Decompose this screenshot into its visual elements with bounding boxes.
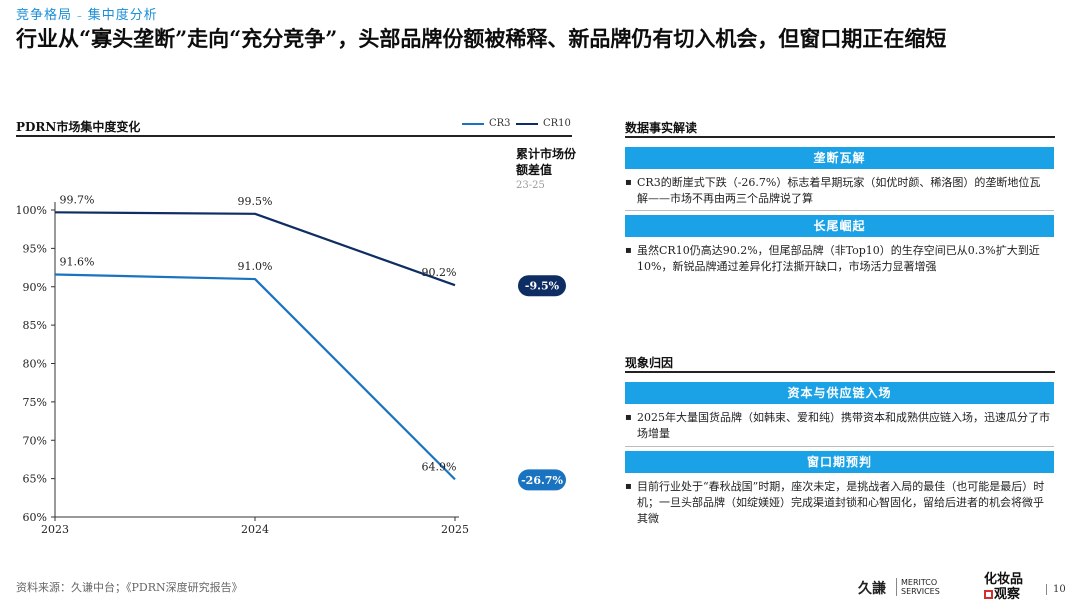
fact-heading-1: 垄断瓦解 bbox=[625, 147, 1054, 169]
fact-divider-1 bbox=[625, 210, 1054, 211]
chart-title-rule bbox=[16, 135, 572, 137]
breadcrumb: 竞争格局 – 集中度分析 bbox=[16, 4, 158, 23]
causes-section-rule bbox=[625, 371, 1055, 373]
data-label-cr10: 99.7% bbox=[60, 193, 95, 206]
source-note: 资料来源：久谦中台；《PDRN深度研究报告》 bbox=[16, 581, 243, 594]
series-line-cr3 bbox=[54, 273, 456, 481]
meritco-logo-line2: SERVICES bbox=[901, 587, 940, 596]
legend-label-cr10: CR10 bbox=[543, 118, 571, 129]
diff-badge-label-cr3: -26.7% bbox=[521, 474, 563, 487]
cosmetics-observer-logo: 化妆品 观察 bbox=[984, 572, 1023, 602]
diff-badge-cr10 bbox=[518, 275, 566, 297]
breadcrumb-separator: – bbox=[77, 12, 83, 22]
page-number: 10 bbox=[1046, 584, 1066, 595]
y-tick-label: 80% bbox=[23, 358, 47, 371]
cause-heading-1: 资本与供应链入场 bbox=[625, 382, 1054, 404]
fact-heading-2: 长尾崛起 bbox=[625, 215, 1054, 237]
cause-text-1: 2025年大量国货品牌（如韩束、爱和纯）携带资本和成熟供应链入场，迅速瓜分了市场… bbox=[625, 410, 1050, 442]
legend-label-cr3: CR3 bbox=[489, 118, 511, 129]
fact-text-2: 虽然CR10仍高达90.2%，但尾部品牌（非Top10）的生存空间已从0.3%扩… bbox=[625, 243, 1050, 275]
y-tick-label: 70% bbox=[23, 434, 47, 447]
y-tick-label: 60% bbox=[23, 511, 47, 524]
data-label-cr3: 91.6% bbox=[60, 255, 95, 268]
data-label-cr3: 64.9% bbox=[422, 460, 457, 473]
y-tick-label: 100% bbox=[16, 204, 47, 217]
legend-item-cr10: CR10 bbox=[516, 118, 571, 129]
fact-text-1: CR3的断崖式下跌（-26.7%）标志着早期玩家（如优时颜、稀洛图）的垄断地位瓦… bbox=[625, 175, 1050, 207]
breadcrumb-subsection: 集中度分析 bbox=[87, 8, 158, 23]
square-icon bbox=[984, 590, 993, 599]
facts-section-rule bbox=[625, 136, 1055, 138]
cause-heading-2: 窗口期预判 bbox=[625, 451, 1054, 473]
diff-column-period: 23-25 bbox=[516, 180, 545, 191]
cause-text-2: 目前行业处于“春秋战国”时期，座次未定，是挑战者入局的最佳（也可能是最后）时机；… bbox=[625, 479, 1050, 527]
cause-divider-1 bbox=[625, 446, 1054, 447]
y-tick-label: 90% bbox=[23, 281, 47, 294]
causes-section-title: 现象归因 bbox=[625, 356, 674, 370]
meritco-logo: MERITCO SERVICES bbox=[896, 578, 940, 596]
y-tick-label: 65% bbox=[23, 473, 47, 486]
legend-swatch-cr10 bbox=[516, 122, 538, 125]
legend-item-cr3: CR3 bbox=[462, 118, 511, 129]
cosmetics-logo-line1: 化妆品 bbox=[984, 572, 1024, 587]
x-tick-label: 2024 bbox=[241, 523, 269, 536]
cosmetics-logo-line2: 观察 bbox=[994, 587, 1021, 602]
x-tick-label: 2023 bbox=[41, 523, 69, 536]
data-label-cr10: 90.2% bbox=[422, 266, 457, 279]
diff-column-title: 累计市场份额差值 bbox=[516, 147, 577, 177]
facts-section-title: 数据事实解读 bbox=[625, 121, 698, 135]
page-headline: 行业从“寡头垄断”走向“充分竞争”，头部品牌份额被稀释、新品牌仍有切入机会，但窗… bbox=[16, 26, 947, 51]
meritco-logo-line1: MERITCO bbox=[901, 578, 938, 587]
y-tick-label: 85% bbox=[23, 319, 47, 332]
data-label-cr3: 91.0% bbox=[238, 260, 273, 273]
legend-swatch-cr3 bbox=[462, 122, 484, 125]
chart-title: PDRN市场集中度变化 bbox=[16, 120, 141, 134]
breadcrumb-section: 竞争格局 bbox=[16, 8, 73, 23]
series-line-cr10 bbox=[54, 211, 456, 287]
y-tick-label: 75% bbox=[23, 396, 47, 409]
y-tick-label: 95% bbox=[23, 242, 47, 255]
x-tick-label: 2025 bbox=[441, 523, 469, 536]
data-label-cr10: 99.5% bbox=[238, 195, 273, 208]
diff-badge-label-cr10: -9.5% bbox=[525, 280, 560, 293]
diff-badge-cr3 bbox=[518, 469, 566, 491]
jiuqian-logo: 久謙 bbox=[858, 581, 886, 597]
